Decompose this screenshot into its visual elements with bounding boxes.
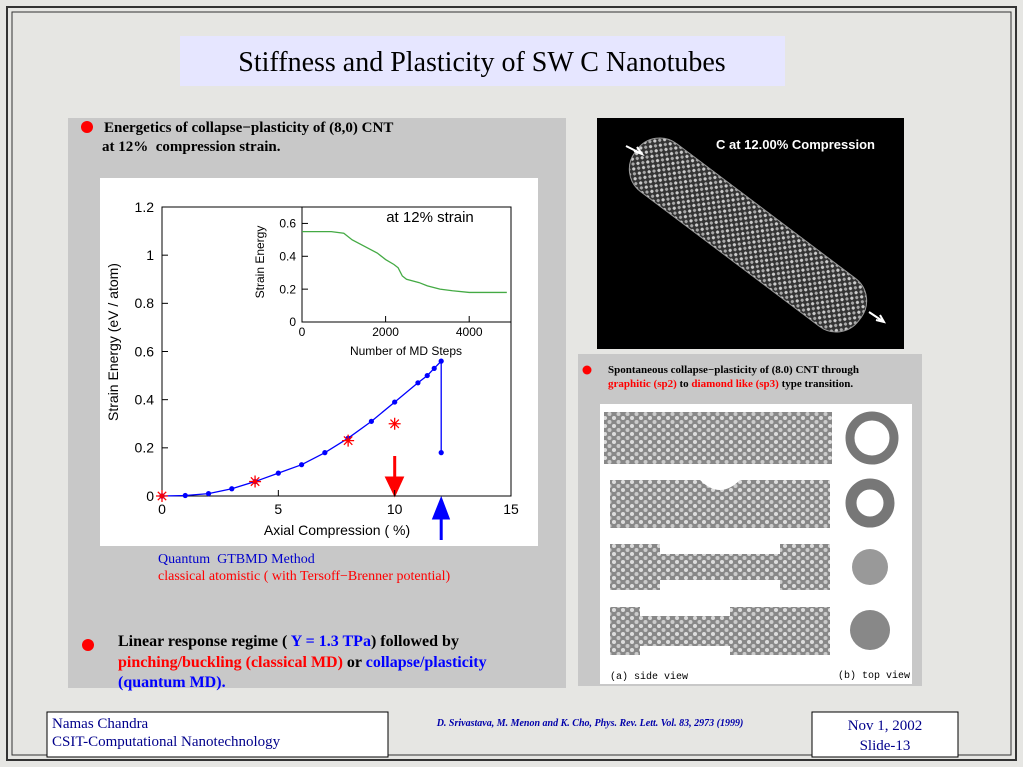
data-point [182,492,188,499]
x-tick-label: 5 [274,501,282,517]
y-tick-label: 0.2 [279,282,296,296]
text: pinching/buckling (classical MD) [118,654,343,671]
x-axis-label: Number of MD Steps [350,344,462,358]
bullet [81,121,93,133]
x-axis-label: Axial Compression ( %) [264,522,410,538]
conclusion: (quantum MD). [118,674,226,691]
y-tick-label: 0.4 [135,392,155,408]
chart-title: at 12% strain [386,209,474,226]
text: diamond like (sp3) [691,378,779,390]
frame-inner [11,11,1012,756]
x-tick-label: 0 [158,501,166,517]
y-tick-label: 1 [146,247,154,263]
reference: D. Srivastava, M. Menon and K. Cho, Phys… [436,718,744,729]
y-tick-label: 0.2 [135,440,155,456]
legend-entry: Quantum GTBMD Method [158,552,315,567]
x-tick-label: 4000 [456,325,483,339]
x-tick-label: 2000 [372,325,399,339]
legend-entry: classical atomistic ( with Tersoff−Brenn… [158,569,450,584]
y-tick-label: 1.2 [135,199,155,215]
y-tick-label: 0.4 [279,249,296,263]
heading: Energetics of collapse−plasticity of (8,… [104,120,393,136]
pointer [868,311,887,324]
series-line [161,359,442,497]
y-tick-label: 0.8 [135,295,155,311]
heading: Spontaneous collapse−plasticity of (8.0)… [608,364,859,376]
x-tick-label: 15 [503,501,519,517]
heading: at 12% compression strain. [102,139,281,155]
y-axis-label: Strain Energy [253,226,267,299]
arrow [384,456,405,498]
data-point [322,450,328,456]
data-point [368,418,374,424]
x-tick-label: 10 [387,501,403,517]
data-point [392,399,398,405]
title: Stiffness and Plasticity of SW C Nanotub… [238,47,725,78]
data-point [415,380,421,386]
y-axis-label: Strain Energy (eV / atom) [105,263,121,421]
text: to [677,378,692,390]
series-line [302,230,507,294]
inset-background [302,207,511,322]
conclusion: pinching/buckling (classical MD) or coll… [118,654,487,671]
conclusion: Linear response regime ( Y = 1.3 TPa) fo… [118,633,459,650]
y-tick-label: 0 [289,315,296,329]
data-point [229,486,235,492]
text: or [343,654,366,671]
image-caption: C at 12.00% Compression [716,137,875,152]
data-point [156,490,168,502]
heading: graphitic (sp2) to diamond like (sp3) ty… [608,378,853,390]
group: CSIT-Computational Nanotechnology [52,734,281,750]
data-point [299,462,305,468]
data-point [275,470,281,476]
y-tick-label: 0.6 [135,343,155,359]
frame [6,6,1017,761]
charts: 0 5 10 15 0 0.2 0.4 0.6 0.8 1 1.2 Axial Compression… [105,199,519,538]
plot-frame [301,206,512,323]
pointer [625,145,645,157]
bullet [582,365,592,375]
y-tick-label: 0 [146,488,154,504]
text: Linear response regime ( [118,633,291,650]
caption: (b) top view [838,670,910,682]
author: Namas Chandra [52,716,149,732]
slide-number: Slide-13 [860,738,911,754]
caption: (a) side view [610,671,688,683]
bullet [82,639,94,651]
data-point [431,365,437,371]
data-point [438,450,444,456]
text: ) followed by [371,633,459,650]
data-point [205,490,212,497]
arrow [431,495,451,540]
data-point [342,434,355,447]
date: Nov 1, 2002 [848,718,923,734]
footer-box [46,711,389,758]
text: graphitic (sp2) [608,378,677,390]
x-tick-label: 0 [299,325,306,339]
footer-box [811,711,959,758]
data-point [424,372,430,379]
y-tick-label: 0.6 [279,217,296,231]
tube-views [604,411,899,655]
text: Y = 1.3 TPa [291,633,371,650]
data-point [438,358,444,364]
text: collapse/plasticity [366,654,487,671]
text: type transition. [779,378,854,390]
data-point [249,475,262,488]
data-point [388,417,401,430]
title-box [180,36,785,86]
